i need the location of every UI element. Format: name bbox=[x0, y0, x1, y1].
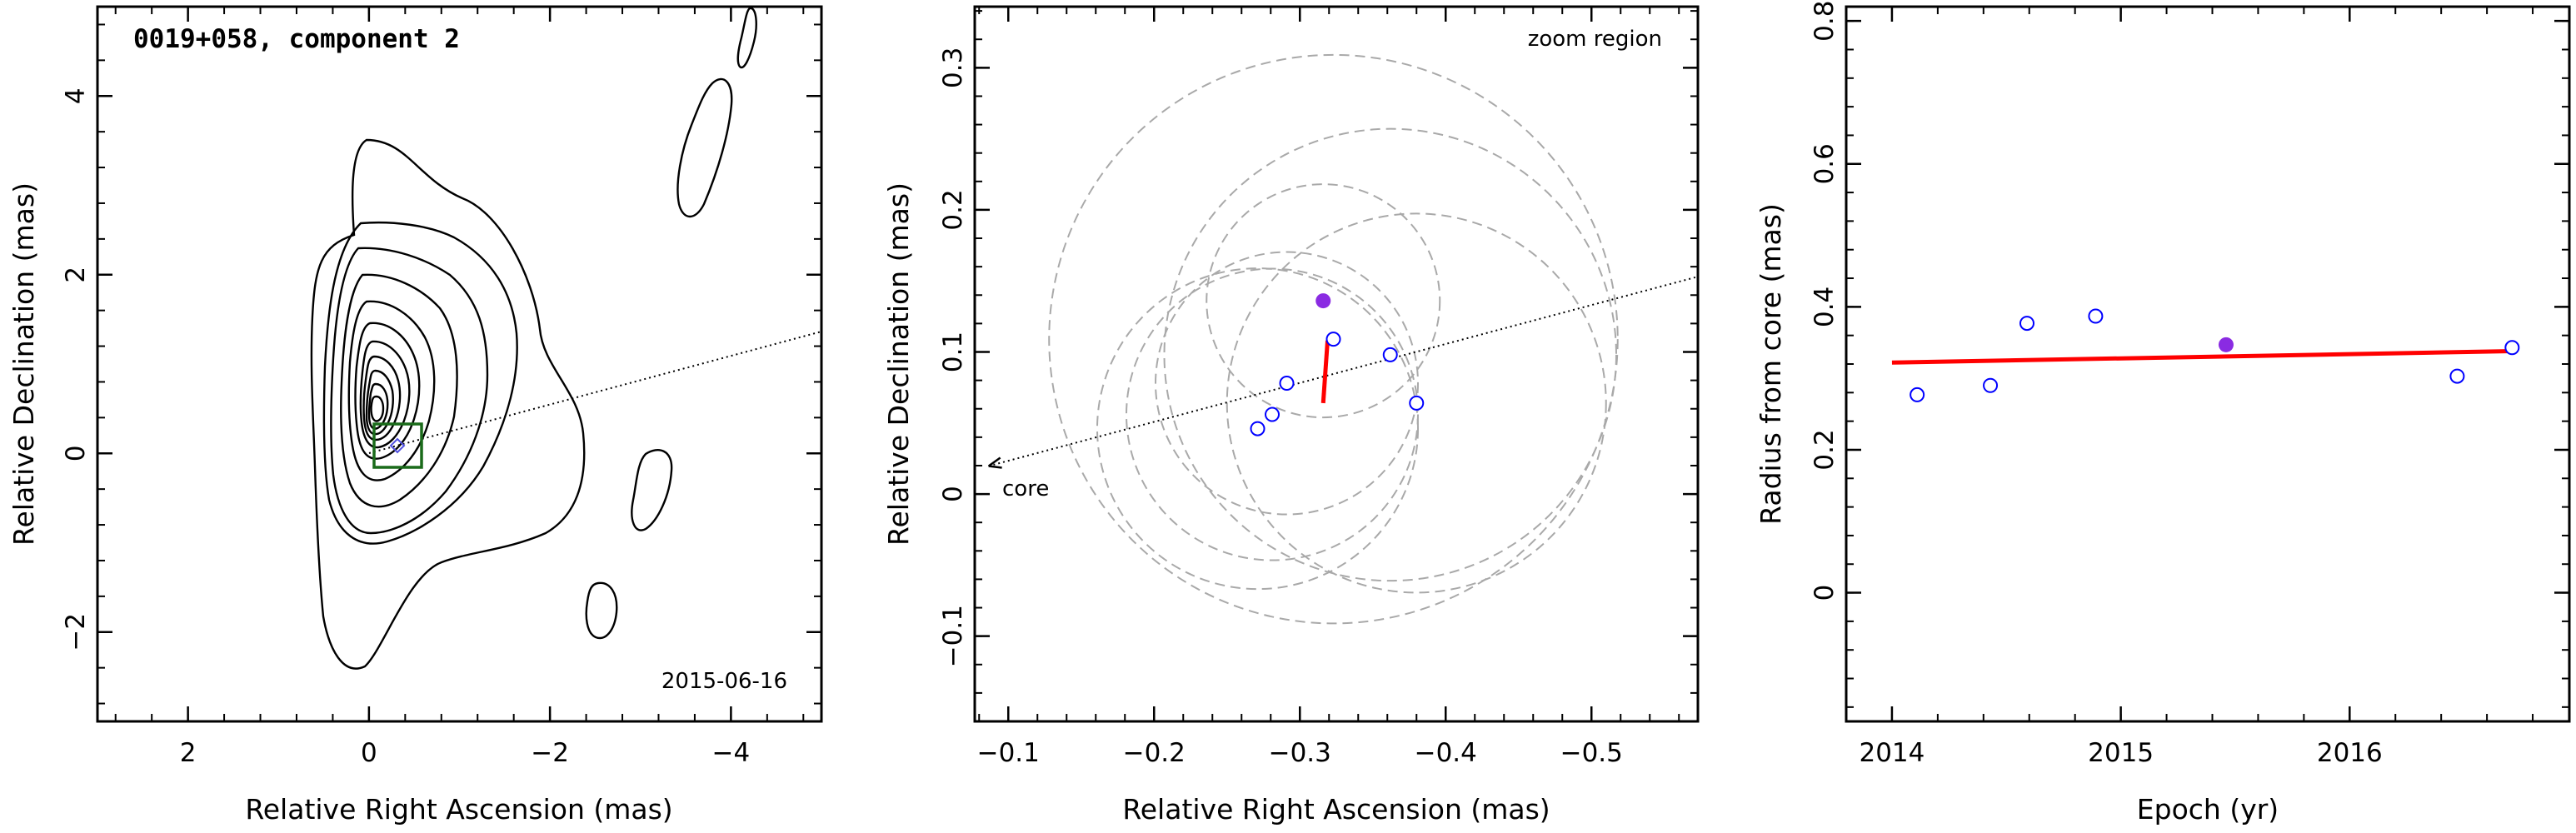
panel1-title: 0019+058, component 2 bbox=[133, 24, 460, 54]
x-tick-label: −0.3 bbox=[1269, 738, 1331, 768]
core-label: core bbox=[1002, 476, 1049, 501]
panel2-points bbox=[1250, 293, 1425, 436]
panel-zoom-region: −0.1 −0.2 −0.3 −0.4 −0.5 −0.1 0 0.1 0.2 0.3 zoom … bbox=[882, 5, 1700, 826]
data-point bbox=[1279, 376, 1295, 392]
panel3-lines bbox=[1891, 349, 2513, 365]
y-tick-label: 0.2 bbox=[938, 189, 968, 230]
contour-level-7 bbox=[359, 340, 411, 449]
y-tick-label: 2 bbox=[61, 267, 91, 283]
panel3-points bbox=[1910, 308, 2520, 402]
x-tick-label: 2016 bbox=[2317, 738, 2383, 768]
data-point bbox=[1409, 395, 1425, 411]
zoom-region-label: zoom region bbox=[1528, 27, 1662, 52]
x-tick-label: −0.2 bbox=[1123, 738, 1186, 768]
panel1-date-label: 2015-06-16 bbox=[661, 669, 787, 694]
panel-contour-map: 2 0 −2 −4 −2 0 2 4 0019+058, component 2 2015-0… bbox=[7, 5, 823, 826]
uncertainty-circle bbox=[1206, 183, 1441, 419]
uncertainty-circle bbox=[1048, 53, 1619, 625]
data-point bbox=[2088, 308, 2104, 324]
x-tick-label: 2 bbox=[180, 738, 197, 768]
data-point-highlighted bbox=[2218, 337, 2234, 352]
y-tick-label: 0.2 bbox=[1810, 429, 1840, 470]
contour-level-1 bbox=[310, 138, 586, 670]
y-tick-label: 0 bbox=[61, 445, 91, 461]
x-tick-label: −2 bbox=[531, 738, 569, 768]
component-marker bbox=[389, 437, 406, 454]
data-point bbox=[1983, 377, 1999, 393]
y-tick-label: 0.3 bbox=[938, 47, 968, 88]
x-tick-label: 2014 bbox=[1859, 738, 1925, 768]
data-point bbox=[1265, 407, 1280, 422]
panel2-frame bbox=[973, 5, 1700, 723]
panel3-frame bbox=[1845, 5, 2571, 723]
y-tick-label: 0.1 bbox=[938, 332, 968, 372]
x-tick-label: 2015 bbox=[2088, 738, 2154, 768]
uncertainty-circle bbox=[1126, 267, 1419, 561]
contour-island-1 bbox=[631, 449, 673, 531]
panel2-axes: −0.1 −0.2 −0.3 −0.4 −0.5 −0.1 0 0.1 0.2 0.3 bbox=[938, 7, 1698, 768]
contour-level-6 bbox=[354, 322, 421, 460]
x-tick-label: −4 bbox=[712, 738, 751, 768]
data-point bbox=[1382, 347, 1398, 362]
panel1-axes: 2 0 −2 −4 −2 0 2 4 bbox=[61, 7, 821, 768]
jet-direction-line bbox=[368, 331, 822, 454]
y-tick-label: −2 bbox=[61, 613, 91, 651]
panel2-xlabel: Relative Right Ascension (mas) bbox=[1122, 793, 1550, 826]
contour-level-8 bbox=[362, 355, 402, 441]
contour-level-11 bbox=[370, 395, 385, 422]
contour-level-5 bbox=[347, 300, 436, 481]
uncertainty-circle bbox=[1096, 267, 1419, 591]
y-tick-label: 0.6 bbox=[1810, 143, 1840, 184]
data-point bbox=[1250, 421, 1266, 436]
data-point bbox=[1910, 387, 1925, 402]
x-tick-label: 0 bbox=[361, 738, 377, 768]
panel1-frame bbox=[96, 5, 823, 723]
contour-island-2 bbox=[585, 581, 618, 640]
x-tick-label: −0.1 bbox=[977, 738, 1040, 768]
y-tick-label: 0.8 bbox=[1810, 1, 1840, 42]
x-tick-label: −0.5 bbox=[1560, 738, 1623, 768]
fit-line bbox=[1891, 349, 2513, 365]
motion-track-line bbox=[1320, 340, 1330, 404]
panel-radius-epoch: 2014 2015 2016 0 0.2 0.4 0.6 0.8 Epoch (yr) Rad… bbox=[1755, 1, 2571, 826]
y-tick-label: 0 bbox=[1810, 585, 1840, 601]
contour-level-4 bbox=[340, 273, 458, 508]
y-tick-label: −0.1 bbox=[938, 605, 968, 667]
panel3-axes: 2014 2015 2016 0 0.2 0.4 0.6 0.8 bbox=[1810, 1, 2569, 768]
data-point bbox=[2449, 368, 2465, 384]
data-point bbox=[2504, 340, 2520, 356]
panel1-ylabel: Relative Declination (mas) bbox=[7, 182, 40, 546]
data-point bbox=[1325, 332, 1341, 347]
panel2-ylabel: Relative Declination (mas) bbox=[882, 182, 915, 546]
contour-group bbox=[310, 7, 757, 670]
panel1-xlabel: Relative Right Ascension (mas) bbox=[245, 793, 672, 826]
contour-island-4 bbox=[736, 7, 757, 69]
contour-island-3 bbox=[676, 77, 733, 218]
uncertainty-circle bbox=[1163, 127, 1617, 582]
y-tick-label: 0 bbox=[938, 486, 968, 502]
panel3-xlabel: Epoch (yr) bbox=[2137, 793, 2279, 826]
x-tick-label: −0.4 bbox=[1415, 738, 1477, 768]
contour-level-3 bbox=[330, 247, 489, 535]
contour-level-2 bbox=[322, 221, 518, 545]
data-point-highlighted bbox=[1315, 293, 1331, 309]
core-arrowhead bbox=[987, 456, 1002, 469]
data-point bbox=[2019, 316, 2034, 332]
panel3-ylabel: Radius from core (mas) bbox=[1755, 203, 1787, 525]
y-tick-label: 4 bbox=[61, 87, 91, 104]
y-tick-label: 0.4 bbox=[1810, 287, 1840, 327]
uncertainty-circle bbox=[1155, 251, 1419, 516]
jet-direction-line bbox=[988, 276, 1698, 467]
panel2-lines bbox=[987, 276, 1698, 469]
zoom-region-box bbox=[372, 422, 423, 469]
